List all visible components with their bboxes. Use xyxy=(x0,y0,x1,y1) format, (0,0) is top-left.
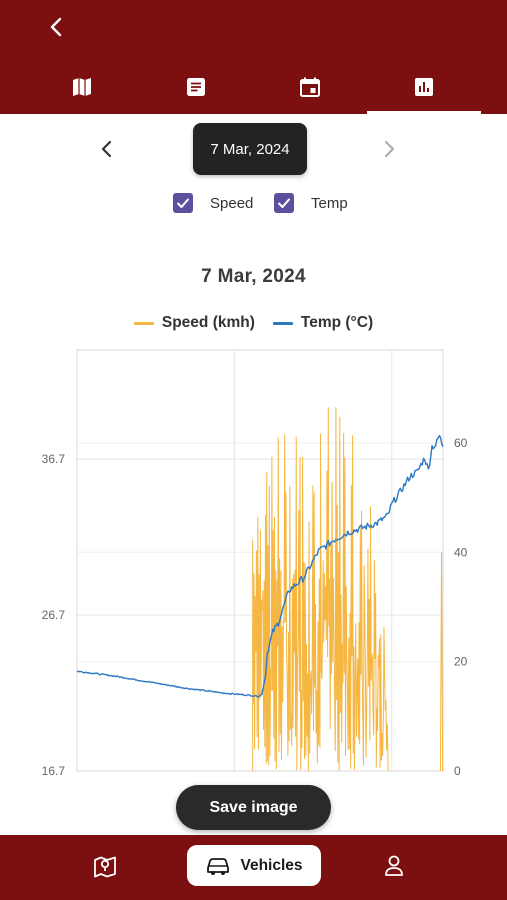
temp-filter[interactable]: Temp xyxy=(274,190,348,216)
temp-filter-label: Temp xyxy=(311,194,348,212)
temp-checkbox[interactable] xyxy=(274,193,294,213)
legend-speed-label: Speed (kmh) xyxy=(161,314,255,331)
legend-temp: Temp (°C) xyxy=(272,312,374,334)
speed-series-spike xyxy=(439,552,444,772)
tab-bar xyxy=(25,60,481,114)
legend-speed-swatch xyxy=(133,321,154,325)
bar-chart-icon xyxy=(415,78,433,96)
tab-statistics[interactable] xyxy=(367,60,481,114)
nav-vehicles-label: Vehicles xyxy=(240,856,303,874)
right-axis-tick: 40 xyxy=(454,545,468,559)
nav-vehicles[interactable]: Vehicles xyxy=(187,845,321,886)
speed-filter-label: Speed xyxy=(210,194,254,212)
left-axis-tick: 26.7 xyxy=(42,608,66,622)
tab-calendar[interactable] xyxy=(253,60,367,114)
speed-temp-chart: 16.7 26.7 36.7 0 20 40 60 xyxy=(42,349,468,778)
series-filters: Speed Temp xyxy=(0,190,507,216)
arrow-back-icon xyxy=(50,17,62,37)
legend-speed: Speed (kmh) xyxy=(133,312,255,334)
back-button[interactable] xyxy=(40,10,74,44)
left-axis-tick: 36.7 xyxy=(42,452,66,466)
left-axis-tick: 16.7 xyxy=(42,764,66,778)
date-navigator: 7 Mar, 2024 xyxy=(0,120,507,180)
save-image-button[interactable]: Save image xyxy=(176,785,331,830)
chart-legend: Speed (kmh) Temp (°C) xyxy=(0,312,507,334)
legend-temp-swatch xyxy=(272,321,293,325)
nav-profile[interactable] xyxy=(374,845,414,886)
nav-map[interactable] xyxy=(86,845,126,886)
map-pin-icon xyxy=(94,856,116,877)
map-icon xyxy=(73,78,91,96)
selected-date-tooltip[interactable]: 7 Mar, 2024 xyxy=(193,123,307,175)
tab-map[interactable] xyxy=(25,60,139,114)
previous-day-button[interactable] xyxy=(92,134,122,164)
right-axis-tick: 60 xyxy=(454,436,468,450)
chevron-right-icon xyxy=(385,141,394,157)
car-icon xyxy=(207,857,230,875)
check-icon xyxy=(278,198,290,208)
speed-checkbox[interactable] xyxy=(173,193,193,213)
plot-border xyxy=(76,349,444,772)
tab-article[interactable] xyxy=(139,60,253,114)
person-icon xyxy=(385,855,403,876)
right-axis-tick: 20 xyxy=(454,655,468,669)
article-icon xyxy=(187,78,205,96)
speed-series-line xyxy=(252,407,389,772)
speed-filter[interactable]: Speed xyxy=(173,190,253,216)
check-icon xyxy=(177,198,189,208)
app-bar xyxy=(0,0,507,114)
temp-series-line xyxy=(76,435,444,698)
right-axis-tick: 0 xyxy=(454,764,461,778)
next-day-button[interactable] xyxy=(374,134,404,164)
calendar-icon xyxy=(300,77,320,97)
chart-title: 7 Mar, 2024 xyxy=(201,266,306,287)
bottom-navigation: Vehicles xyxy=(0,835,507,900)
legend-temp-label: Temp (°C) xyxy=(300,314,374,331)
chevron-left-icon xyxy=(101,140,112,158)
